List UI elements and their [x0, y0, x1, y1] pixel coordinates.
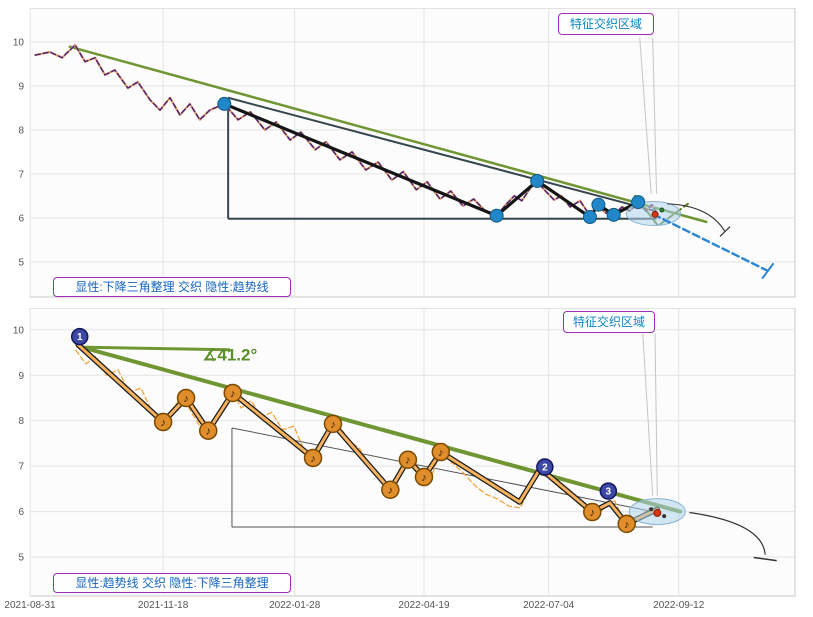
feature-zone-label-top: 特征交织区域	[558, 13, 654, 35]
note-markers	[617, 514, 636, 534]
x-tick-label: 2021-11-18	[137, 600, 189, 611]
x-axis-labels: 2021-08-31 2021-11-18 2022-01-28 2022-04-19…	[0, 600, 813, 614]
pattern-label-bottom: 显性:趋势线 交织 隐性:下降三角整理	[53, 573, 291, 593]
hidden-trendline-green	[68, 45, 708, 224]
y-tick-label: 7	[18, 462, 24, 473]
note-markers	[153, 412, 173, 432]
x-tick-label: 2022-04-19	[398, 600, 450, 611]
pivot-dots-blue	[582, 210, 597, 225]
note-markers	[176, 388, 196, 408]
sequence-badges-glyph: 3	[606, 487, 612, 498]
note-markers-glyph: ♪	[310, 453, 316, 465]
sequence-badges	[70, 327, 89, 346]
angle-reference-line	[78, 345, 231, 352]
y-tick-label: 8	[18, 125, 24, 136]
note-markers-glyph: ♪	[160, 417, 166, 429]
blue-arrow-end-tick	[761, 262, 775, 280]
sequence-badges-glyph: 2	[542, 463, 548, 474]
x-tick-label: 2022-01-28	[269, 600, 321, 611]
leader-lines	[642, 333, 654, 496]
zone-red-dot	[653, 508, 662, 517]
note-markers	[198, 421, 218, 440]
leader-lines	[652, 37, 658, 194]
x-tick-label: 2022-07-04	[523, 600, 575, 611]
x-tick-label: 2021-08-31	[4, 600, 56, 611]
note-markers-glyph: ♪	[438, 447, 444, 459]
pivot-dots-blue	[631, 195, 646, 210]
sequence-badges-glyph: 1	[77, 332, 83, 343]
forecast-blue-dashed-arrow	[652, 213, 769, 272]
y-tick-label: 6	[18, 213, 24, 224]
note-markers-glyph: ♪	[590, 507, 596, 519]
note-markers-glyph: ♪	[230, 388, 236, 400]
sequence-badges	[536, 458, 554, 476]
zone-small-dots	[662, 514, 667, 519]
top-chart-panel: 5 6 7 8 9 10	[13, 8, 796, 298]
note-markers	[223, 383, 242, 403]
note-markers	[431, 442, 451, 462]
projection-arc	[689, 511, 766, 555]
y-tick-label: 8	[18, 416, 24, 427]
note-markers	[381, 480, 400, 500]
note-markers-glyph: ♪	[205, 426, 211, 438]
y-tick-label: 7	[18, 169, 24, 180]
y-tick-label: 9	[18, 81, 24, 92]
x-tick-label: 2022-09-12	[653, 600, 705, 611]
note-markers-glyph: ♪	[183, 393, 189, 405]
leader-lines	[654, 333, 658, 496]
zone-red-dot	[651, 210, 659, 218]
y-tick-label: 5	[18, 257, 24, 268]
pattern-label-top: 显性:下降三角整理 交织 隐性:趋势线	[53, 277, 291, 297]
note-markers	[323, 414, 343, 434]
zone-green-dot	[659, 207, 665, 213]
y-tick-label: 10	[13, 37, 25, 48]
bottom-chart-panel: 5 6 7 8 9 10 ∡41.2° ♪ ♪ ♪ ♪ ♪ ♪ ♪ ♪ ♪ ♪ ♪ ♪ 1 2 3	[13, 308, 796, 597]
y-tick-label: 6	[18, 507, 24, 518]
note-markers-glyph: ♪	[421, 472, 427, 484]
note-markers	[414, 467, 434, 487]
projection-arc	[667, 203, 726, 232]
arc-end-tick	[753, 556, 777, 562]
note-markers	[303, 448, 323, 468]
main-trendline-green	[77, 344, 683, 514]
pivot-dots-blue	[217, 96, 232, 111]
note-markers-glyph: ♪	[388, 485, 394, 497]
y-tick-label: 9	[18, 371, 24, 382]
leader-lines	[639, 37, 652, 194]
angle-label: ∡41.2°	[202, 345, 257, 364]
pivot-dots-blue	[606, 207, 621, 222]
pivot-dots-blue	[489, 208, 504, 223]
note-markers	[583, 502, 602, 522]
note-markers	[398, 450, 418, 470]
feature-zone-label-bottom: 特征交织区域	[563, 311, 655, 333]
hidden-descending-triangle	[231, 427, 653, 513]
note-markers-glyph: ♪	[405, 455, 411, 467]
note-markers-glyph: ♪	[330, 419, 336, 431]
arc-end-tick	[719, 226, 731, 237]
pivot-dots-blue	[591, 197, 606, 212]
pivot-dots-blue	[530, 173, 545, 188]
y-tick-label: 10	[13, 325, 25, 336]
top-plot-area	[29, 8, 796, 298]
sequence-badges	[599, 482, 618, 500]
descending-triangle	[227, 96, 657, 213]
note-markers-glyph: ♪	[624, 519, 630, 531]
zone-small-dots	[649, 507, 654, 512]
y-tick-label: 5	[18, 553, 24, 564]
